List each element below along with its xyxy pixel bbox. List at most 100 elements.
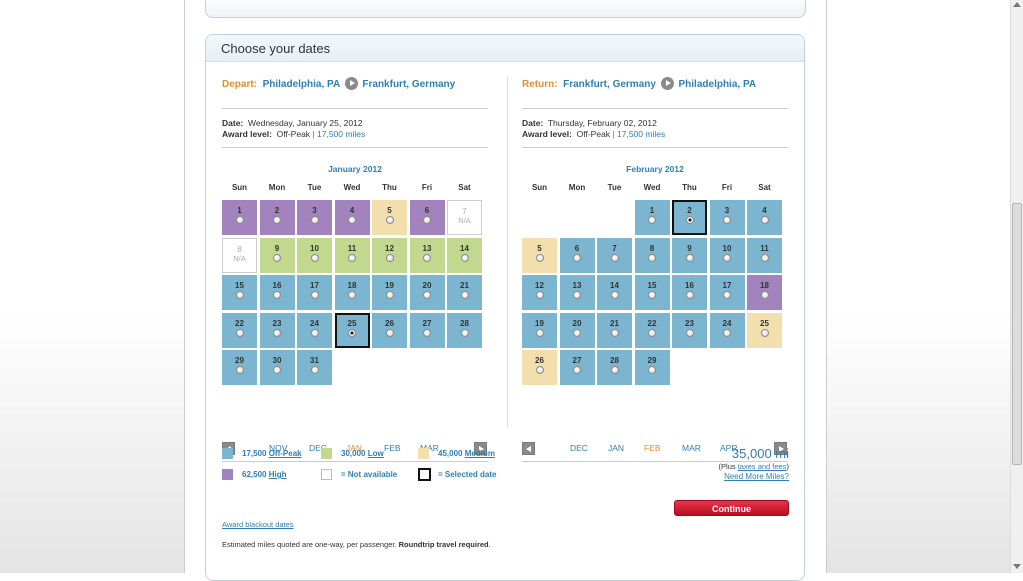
month-link-current[interactable]: FEB [644, 443, 661, 453]
calendar-day[interactable]: 10 [297, 237, 332, 273]
calendar-day[interactable]: 11 [334, 237, 370, 273]
day-radio[interactable] [423, 328, 431, 337]
high-link[interactable]: High [268, 470, 287, 479]
day-radio[interactable] [423, 216, 431, 224]
calendar-day[interactable]: 25 [747, 312, 782, 348]
month-link[interactable]: FEB [384, 443, 401, 453]
day-radio[interactable] [610, 366, 619, 374]
calendar-day[interactable]: 3 [709, 200, 745, 235]
day-radio[interactable] [610, 253, 619, 262]
day-radio[interactable] [535, 328, 544, 337]
day-radio[interactable] [723, 291, 731, 299]
month-link[interactable]: DEC [309, 443, 327, 453]
calendar-day[interactable]: 20 [559, 312, 595, 348]
calendar-day[interactable]: 30 [259, 350, 295, 385]
day-radio[interactable] [273, 253, 281, 262]
day-radio[interactable] [235, 216, 244, 224]
scroll-up-icon[interactable] [1013, 2, 1021, 7]
low-link[interactable]: Low [367, 449, 384, 458]
day-radio[interactable] [760, 253, 769, 262]
month-link[interactable]: NOV [269, 443, 288, 453]
day-radio[interactable] [348, 291, 356, 299]
calendar-day[interactable]: 27 [409, 312, 445, 348]
triangle-right-icon[interactable] [774, 442, 787, 455]
calendar-day[interactable]: 4 [334, 200, 370, 235]
day-radio[interactable] [685, 291, 694, 299]
day-radio[interactable] [348, 253, 356, 262]
day-radio[interactable] [460, 253, 469, 262]
taxes-link[interactable]: taxes and fees [737, 462, 787, 471]
day-radio[interactable] [685, 253, 694, 262]
day-radio[interactable] [273, 328, 281, 337]
day-radio[interactable] [460, 291, 469, 299]
calendar-day[interactable]: 6 [559, 237, 595, 273]
calendar-day[interactable]: 5 [372, 200, 407, 235]
day-radio[interactable] [310, 328, 319, 337]
month-link-current[interactable]: JAN [346, 443, 363, 453]
calendar-day[interactable]: 15 [634, 275, 670, 310]
calendar-day[interactable]: 24 [297, 312, 332, 348]
calendar-day[interactable]: 16 [259, 275, 295, 310]
day-radio[interactable] [385, 216, 394, 224]
triangle-right-icon[interactable] [474, 442, 487, 455]
day-radio[interactable] [648, 216, 656, 224]
day-radio[interactable] [460, 328, 469, 337]
calendar-day[interactable]: 23 [672, 312, 707, 348]
day-radio[interactable] [310, 291, 319, 299]
day-radio[interactable] [235, 328, 244, 337]
calendar-day[interactable]: 13 [409, 237, 445, 273]
calendar-day[interactable]: 29 [222, 350, 257, 385]
day-radio[interactable] [760, 291, 769, 299]
calendar-day[interactable]: 1 [222, 200, 257, 235]
medium-link[interactable]: Medium [464, 449, 495, 458]
calendar-day[interactable]: 4 [747, 200, 782, 235]
month-link[interactable]: APR [720, 443, 738, 453]
scrollbar[interactable] [1010, 0, 1023, 573]
calendar-day[interactable]: 7 [597, 237, 632, 273]
triangle-left-icon[interactable] [522, 442, 535, 455]
month-link[interactable]: MAR [420, 443, 439, 453]
day-radio[interactable] [273, 366, 281, 374]
day-radio[interactable] [385, 328, 394, 337]
day-radio[interactable] [310, 253, 319, 262]
day-radio[interactable] [573, 366, 581, 374]
calendar-day[interactable]: 17 [297, 275, 332, 310]
calendar-day[interactable]: 6 [409, 200, 445, 235]
calendar-day[interactable]: 21 [447, 275, 482, 310]
calendar-day[interactable]: 9 [672, 237, 707, 273]
day-radio[interactable] [535, 253, 544, 262]
calendar-day[interactable]: 27 [559, 350, 595, 385]
day-radio[interactable] [723, 253, 731, 262]
calendar-day[interactable]: 8 [634, 237, 670, 273]
day-radio[interactable] [535, 291, 544, 299]
calendar-day[interactable]: 13 [559, 275, 595, 310]
need-more-miles-link[interactable]: Need More Miles? [724, 472, 789, 481]
calendar-day[interactable]: 19 [522, 312, 557, 348]
day-radio[interactable] [685, 328, 694, 337]
day-radio[interactable] [573, 291, 581, 299]
calendar-day[interactable]: 12 [522, 275, 557, 310]
day-radio[interactable] [385, 291, 394, 299]
day-radio[interactable] [273, 291, 281, 299]
day-radio[interactable] [348, 216, 356, 224]
day-radio[interactable] [348, 328, 356, 337]
calendar-day[interactable]: 2 [259, 200, 295, 235]
calendar-day[interactable]: 15 [222, 275, 257, 310]
day-radio[interactable] [760, 216, 769, 224]
blackout-dates-link[interactable]: Award blackout dates [222, 520, 294, 529]
calendar-day-selected[interactable]: 25 [334, 312, 370, 348]
day-radio[interactable] [760, 328, 769, 337]
calendar-day[interactable]: 22 [222, 312, 257, 348]
calendar-day[interactable]: 5 [522, 237, 557, 273]
calendar-day[interactable]: 20 [409, 275, 445, 310]
day-radio[interactable] [648, 253, 656, 262]
calendar-day[interactable]: 29 [634, 350, 670, 385]
day-radio[interactable] [385, 253, 394, 262]
day-radio[interactable] [648, 328, 656, 337]
month-link[interactable]: MAR [682, 443, 701, 453]
calendar-day[interactable]: 24 [709, 312, 745, 348]
day-radio[interactable] [235, 291, 244, 299]
day-radio[interactable] [648, 366, 656, 374]
calendar-day[interactable]: 16 [672, 275, 707, 310]
calendar-day[interactable]: 19 [372, 275, 407, 310]
